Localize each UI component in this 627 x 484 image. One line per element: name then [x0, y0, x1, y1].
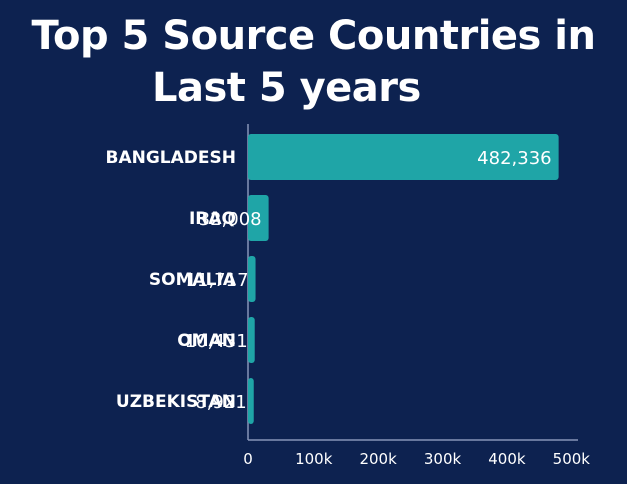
- category-label-iraq: IRAQ: [189, 209, 236, 229]
- bar-uzbekistan: [248, 378, 254, 424]
- bar-somalia: [248, 256, 256, 302]
- x-tick-label-200k: 200k: [359, 450, 397, 468]
- value-label-bangladesh: 482,336: [477, 148, 551, 169]
- bar-iraq: [248, 195, 269, 241]
- x-tick-label-300k: 300k: [424, 450, 462, 468]
- category-label-bangladesh: BANGLADESH: [106, 148, 236, 168]
- category-label-uzbekistan: UZBEKISTAN: [116, 392, 236, 412]
- x-tick-label-100k: 100k: [295, 450, 333, 468]
- chart-title-line-2: Last 5 years: [152, 65, 421, 111]
- chart-title-line-1: Top 5 Source Countries in: [31, 13, 596, 59]
- chart-title: Top 5 Source Countries in Last 5 years: [0, 10, 627, 114]
- bar-bangladesh: [248, 134, 559, 180]
- value-label-uzbekistan: 8,921: [195, 392, 247, 413]
- bar-oman: [248, 317, 255, 363]
- value-label-somalia: 11,717: [186, 270, 249, 291]
- x-tick-label-0: 0: [243, 450, 253, 468]
- x-tick-label-500k: 500k: [553, 450, 591, 468]
- value-label-iraq: 32,008: [199, 209, 262, 230]
- value-label-oman: 10,431: [185, 331, 248, 352]
- category-label-somalia: SOMALIA: [149, 270, 237, 290]
- category-label-oman: OMAN: [177, 331, 236, 351]
- x-tick-label-400k: 400k: [488, 450, 526, 468]
